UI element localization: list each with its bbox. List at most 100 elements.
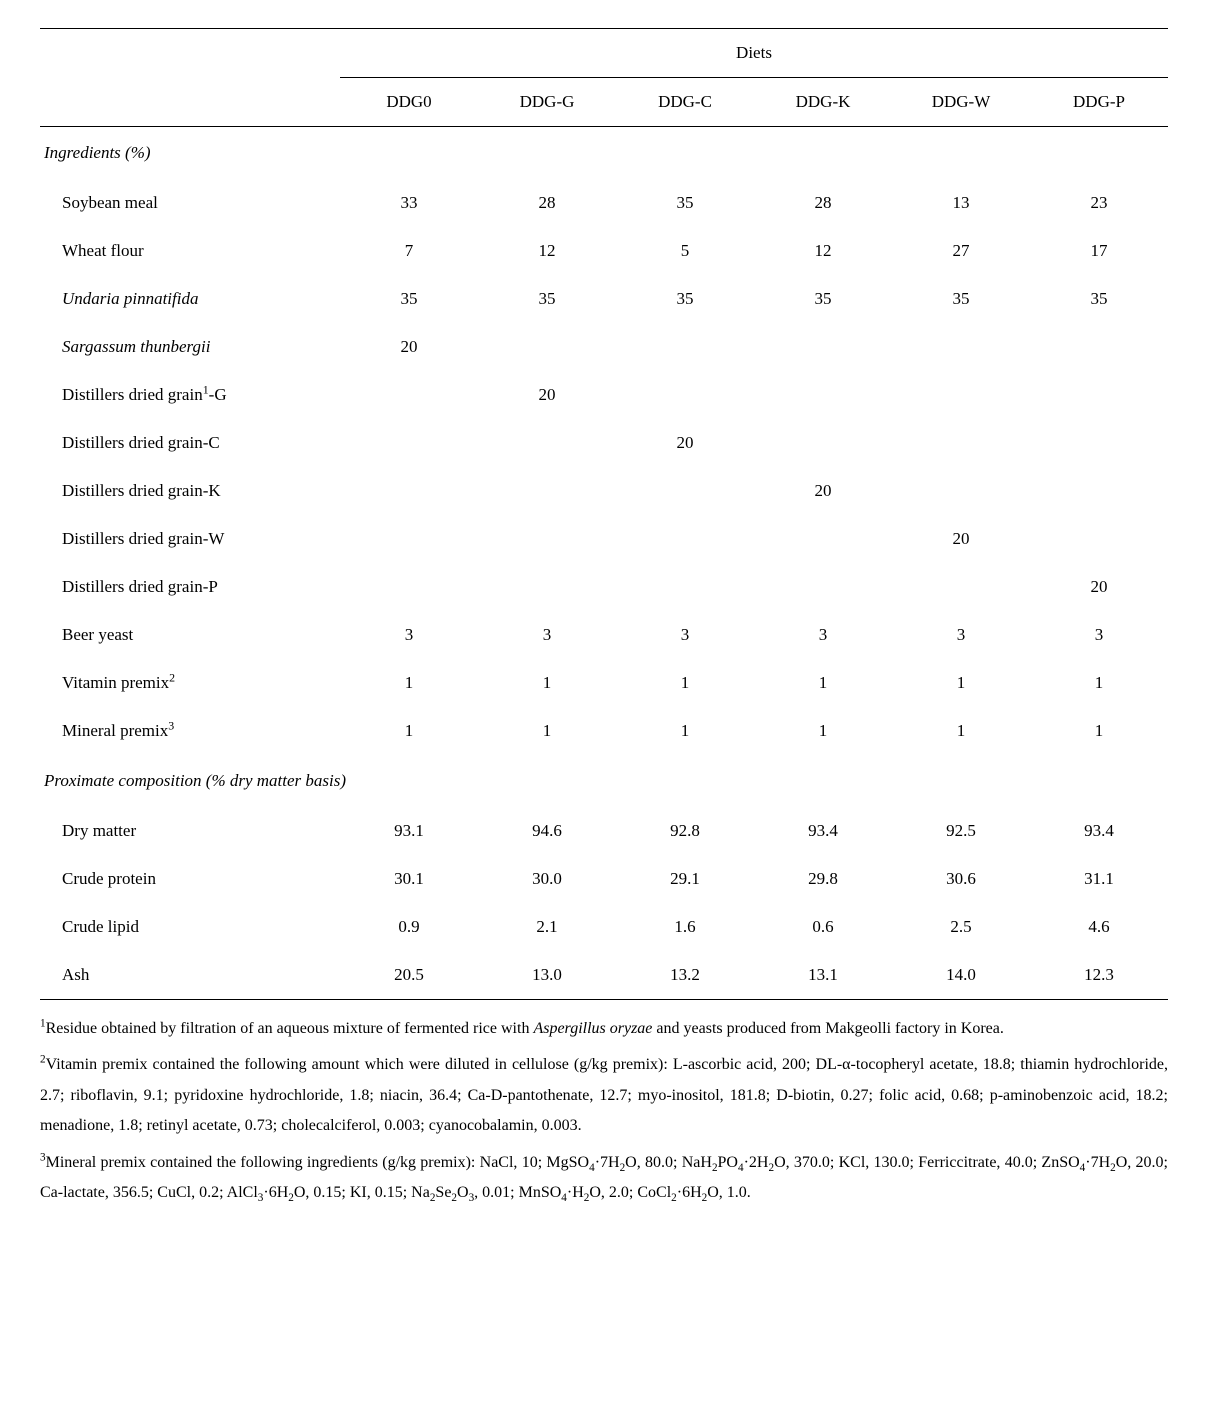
footnote-3-part: ·7H — [595, 1154, 620, 1171]
table-cell — [616, 467, 754, 515]
footnote-3-part: , 0.01; MnSO — [474, 1184, 561, 1201]
footnote-2-text: Vitamin premix contained the following a… — [40, 1056, 1168, 1134]
section-proximate: Proximate composition (% dry matter basi… — [40, 755, 1168, 807]
footnote-3-part: ·H — [567, 1184, 584, 1201]
row-label-sup: 3 — [168, 718, 174, 732]
table-cell: 92.5 — [892, 807, 1030, 855]
table-row: Distillers dried grain-K 20 — [40, 467, 1168, 515]
table-cell: 35 — [616, 275, 754, 323]
table-cell: 1 — [478, 707, 616, 755]
row-label-text: Dry matter — [62, 821, 136, 840]
row-label-text: Soybean meal — [62, 193, 158, 212]
table-cell — [616, 371, 754, 419]
table-cell: 35 — [892, 275, 1030, 323]
row-label-text: Distillers dried grain — [62, 385, 203, 404]
table-cell: 3 — [892, 611, 1030, 659]
table-cell: 20.5 — [340, 951, 478, 1000]
footnote-3-part: O, 1.0. — [707, 1184, 751, 1201]
table-cell — [892, 323, 1030, 371]
table-cell — [892, 419, 1030, 467]
table-cell — [616, 323, 754, 371]
row-label: Dry matter — [40, 807, 340, 855]
row-label: Distillers dried grain-W — [40, 515, 340, 563]
footnote-3-part: ·7H — [1085, 1154, 1110, 1171]
table-row: Distillers dried grain-W20 — [40, 515, 1168, 563]
footnote-3-part: ·2H — [744, 1154, 769, 1171]
table-row: Mineral premix3111111 — [40, 707, 1168, 755]
row-label-text: Crude protein — [62, 869, 156, 888]
table-cell: 20 — [616, 419, 754, 467]
row-label-text: Distillers dried grain-C — [62, 433, 220, 452]
table-row: Distillers dried grain-P20 — [40, 563, 1168, 611]
table-cell: 13.0 — [478, 951, 616, 1000]
table-cell: 7 — [340, 227, 478, 275]
table-cell: 1 — [892, 707, 1030, 755]
table-cell — [340, 515, 478, 563]
table-cell — [754, 563, 892, 611]
col-ddg-k: DDG-K — [754, 78, 892, 127]
table-cell: 27 — [892, 227, 1030, 275]
table-cell: 93.4 — [754, 807, 892, 855]
table-row: Wheat flour7125122717 — [40, 227, 1168, 275]
table-cell: 1 — [1030, 707, 1168, 755]
table-cell — [340, 563, 478, 611]
row-label: Sargassum thunbergii — [40, 323, 340, 371]
row-label-text: Wheat flour — [62, 241, 144, 260]
header-group-diets: Diets — [340, 29, 1168, 78]
footnote-3: 3Mineral premix contained the following … — [40, 1148, 1168, 1209]
table-cell: 1 — [616, 659, 754, 707]
row-label-text: Distillers dried grain-K — [62, 481, 221, 500]
table-cell: 30.0 — [478, 855, 616, 903]
table-cell: 3 — [478, 611, 616, 659]
footnote-1-post: and yeasts produced from Makgeolli facto… — [652, 1020, 1003, 1037]
table-cell — [478, 467, 616, 515]
row-label-text: Distillers dried grain-W — [62, 529, 224, 548]
table-row: Dry matter93.194.692.893.492.593.4 — [40, 807, 1168, 855]
table-cell: 20 — [340, 323, 478, 371]
footnote-3-text: Mineral premix contained the following i… — [40, 1154, 1168, 1201]
section-ingredients-title: Ingredients (%) — [40, 127, 1168, 180]
table-cell — [616, 515, 754, 563]
table-row: Beer yeast333333 — [40, 611, 1168, 659]
table-cell: 5 — [616, 227, 754, 275]
table-cell: 17 — [1030, 227, 1168, 275]
table-cell: 13.2 — [616, 951, 754, 1000]
col-ddg-w: DDG-W — [892, 78, 1030, 127]
table-cell: 1 — [616, 707, 754, 755]
header-blank — [40, 29, 340, 127]
table-cell: 93.1 — [340, 807, 478, 855]
table-cell — [1030, 419, 1168, 467]
table-cell: 23 — [1030, 179, 1168, 227]
table-cell: 12.3 — [1030, 951, 1168, 1000]
table-cell — [478, 323, 616, 371]
row-label: Ash — [40, 951, 340, 1000]
table-cell — [616, 563, 754, 611]
table-cell — [478, 563, 616, 611]
row-label-text: Sargassum thunbergii — [62, 337, 210, 356]
table-cell: 30.6 — [892, 855, 1030, 903]
footnote-3-part: ·6H — [263, 1184, 288, 1201]
row-label: Distillers dried grain-K — [40, 467, 340, 515]
table-cell — [892, 371, 1030, 419]
table-row: Vitamin premix2111111 — [40, 659, 1168, 707]
table-cell: 0.6 — [754, 903, 892, 951]
row-label: Beer yeast — [40, 611, 340, 659]
row-label: Mineral premix3 — [40, 707, 340, 755]
table-cell: 3 — [616, 611, 754, 659]
footnote-3-part: O, 370.0; KCl, 130.0; Ferriccitrate, 40.… — [774, 1154, 1080, 1171]
row-label: Vitamin premix2 — [40, 659, 340, 707]
table-cell: 1 — [478, 659, 616, 707]
table-cell: 20 — [754, 467, 892, 515]
row-label-text: Vitamin premix — [62, 673, 169, 692]
table-cell: 1 — [892, 659, 1030, 707]
table-cell: 35 — [478, 275, 616, 323]
table-row: Undaria pinnatifida353535353535 — [40, 275, 1168, 323]
table-cell: 20 — [1030, 563, 1168, 611]
table-cell — [892, 563, 1030, 611]
table-row: Crude protein30.130.029.129.830.631.1 — [40, 855, 1168, 903]
footnote-1: 1Residue obtained by filtration of an aq… — [40, 1014, 1168, 1044]
footnote-3-part: Mineral premix contained the following i… — [46, 1154, 590, 1171]
table-cell: 35 — [1030, 275, 1168, 323]
table-row: Soybean meal332835281323 — [40, 179, 1168, 227]
table-cell: 94.6 — [478, 807, 616, 855]
